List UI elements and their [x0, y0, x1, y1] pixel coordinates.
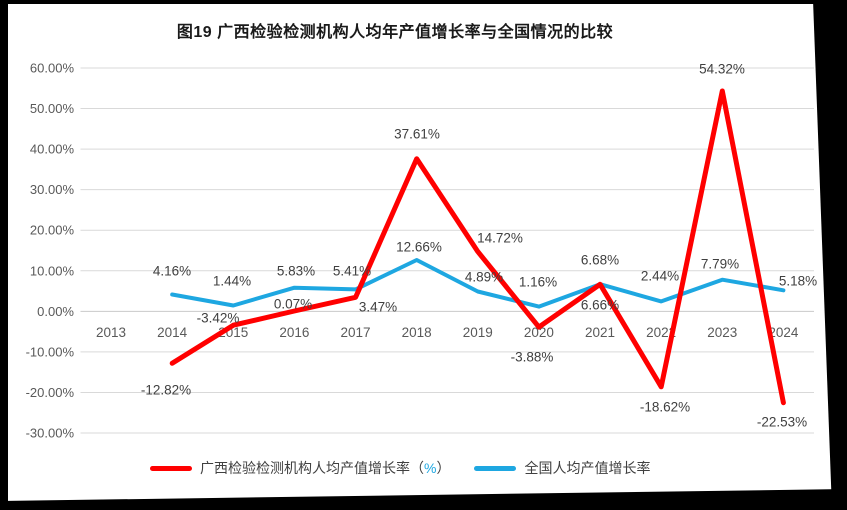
x-axis-tick-label: 2024 — [768, 325, 799, 340]
data-label-national: 5.41% — [333, 264, 371, 279]
data-label-national: 7.79% — [701, 257, 739, 272]
data-label-national: 1.44% — [213, 274, 251, 289]
x-axis-tick-label: 2023 — [707, 325, 737, 340]
data-label-guangxi: -12.82% — [141, 383, 191, 398]
data-label-guangxi: -22.53% — [757, 415, 807, 430]
y-axis-tick-label: 10.00% — [30, 263, 75, 278]
y-axis-tick-label: 60.00% — [30, 61, 75, 76]
legend-label-segment: 全国人均产值增长率 — [524, 460, 651, 476]
x-axis-tick-label: 2022 — [646, 325, 676, 340]
legend-swatch-guangxi — [150, 465, 192, 471]
data-label-national: 1.16% — [519, 275, 557, 290]
legend-item-national: 全国人均产值增长率 — [474, 458, 650, 478]
data-label-national: 4.89% — [465, 270, 503, 285]
data-label-national: 6.68% — [581, 253, 619, 268]
y-axis-tick-label: -10.00% — [26, 344, 75, 359]
y-axis-tick-label: 40.00% — [30, 142, 75, 157]
data-label-guangxi: 37.61% — [394, 127, 440, 142]
y-axis-tick-label: -30.00% — [26, 426, 75, 441]
y-axis-tick-label: 0.00% — [37, 304, 74, 319]
data-label-guangxi: 0.07% — [274, 297, 312, 312]
data-label-guangxi: 14.72% — [477, 231, 523, 246]
x-axis-tick-label: 2013 — [96, 325, 126, 340]
data-label-guangxi: 6.66% — [581, 298, 619, 313]
y-axis-tick-label: 20.00% — [30, 223, 75, 238]
x-axis-tick-label: 2020 — [524, 325, 554, 340]
legend: 广西检验检测机构人均产值增长率（%） 全国人均产值增长率 — [150, 458, 674, 478]
scan-border-right — [813, 0, 847, 510]
x-axis-tick-label: 2018 — [402, 325, 432, 340]
scan-border-top — [0, 0, 847, 4]
data-label-national: 5.83% — [277, 264, 315, 279]
x-axis-tick-label: 2017 — [341, 325, 371, 340]
data-label-guangxi: -3.88% — [511, 350, 554, 365]
x-axis-tick-label: 2019 — [463, 325, 493, 340]
series-line-guangxi — [169, 88, 786, 406]
x-axis-tick-label: 2021 — [585, 325, 615, 340]
data-label-national: 2.44% — [641, 269, 679, 284]
scan-border-bottom — [0, 489, 847, 510]
y-axis-tick-label: 30.00% — [30, 182, 75, 197]
x-axis-tick-label: 2016 — [279, 325, 309, 340]
legend-label-segment: ） — [436, 460, 451, 476]
y-axis-tick-label: 50.00% — [30, 101, 75, 116]
chart-title: 图19 广西检验检测机构人均年产值增长率与全国情况的比较 — [176, 24, 614, 41]
legend-label-guangxi: 广西检验检测机构人均产值增长率（%） — [200, 458, 450, 478]
data-label-national: 12.66% — [396, 240, 442, 255]
legend-item-guangxi: 广西检验检测机构人均产值增长率（%） — [150, 458, 450, 478]
data-label-guangxi: 54.32% — [699, 62, 745, 77]
data-label-guangxi: -18.62% — [640, 400, 690, 415]
scan-border-left — [0, 0, 8, 510]
data-label-guangxi: 3.47% — [359, 300, 397, 315]
y-axis-tick-label: -20.00% — [26, 385, 75, 400]
legend-swatch-national — [474, 465, 517, 471]
x-axis-tick-label: 2014 — [157, 325, 188, 340]
legend-label-segment: 广西检验检测机构人均产值增长率（ — [200, 460, 424, 476]
legend-label-national: 全国人均产值增长率 — [524, 458, 650, 478]
data-label-national: 4.16% — [153, 264, 191, 279]
legend-label-segment: % — [424, 460, 437, 476]
data-label-guangxi: -3.42% — [197, 311, 240, 326]
data-label-national: 5.18% — [779, 274, 817, 289]
